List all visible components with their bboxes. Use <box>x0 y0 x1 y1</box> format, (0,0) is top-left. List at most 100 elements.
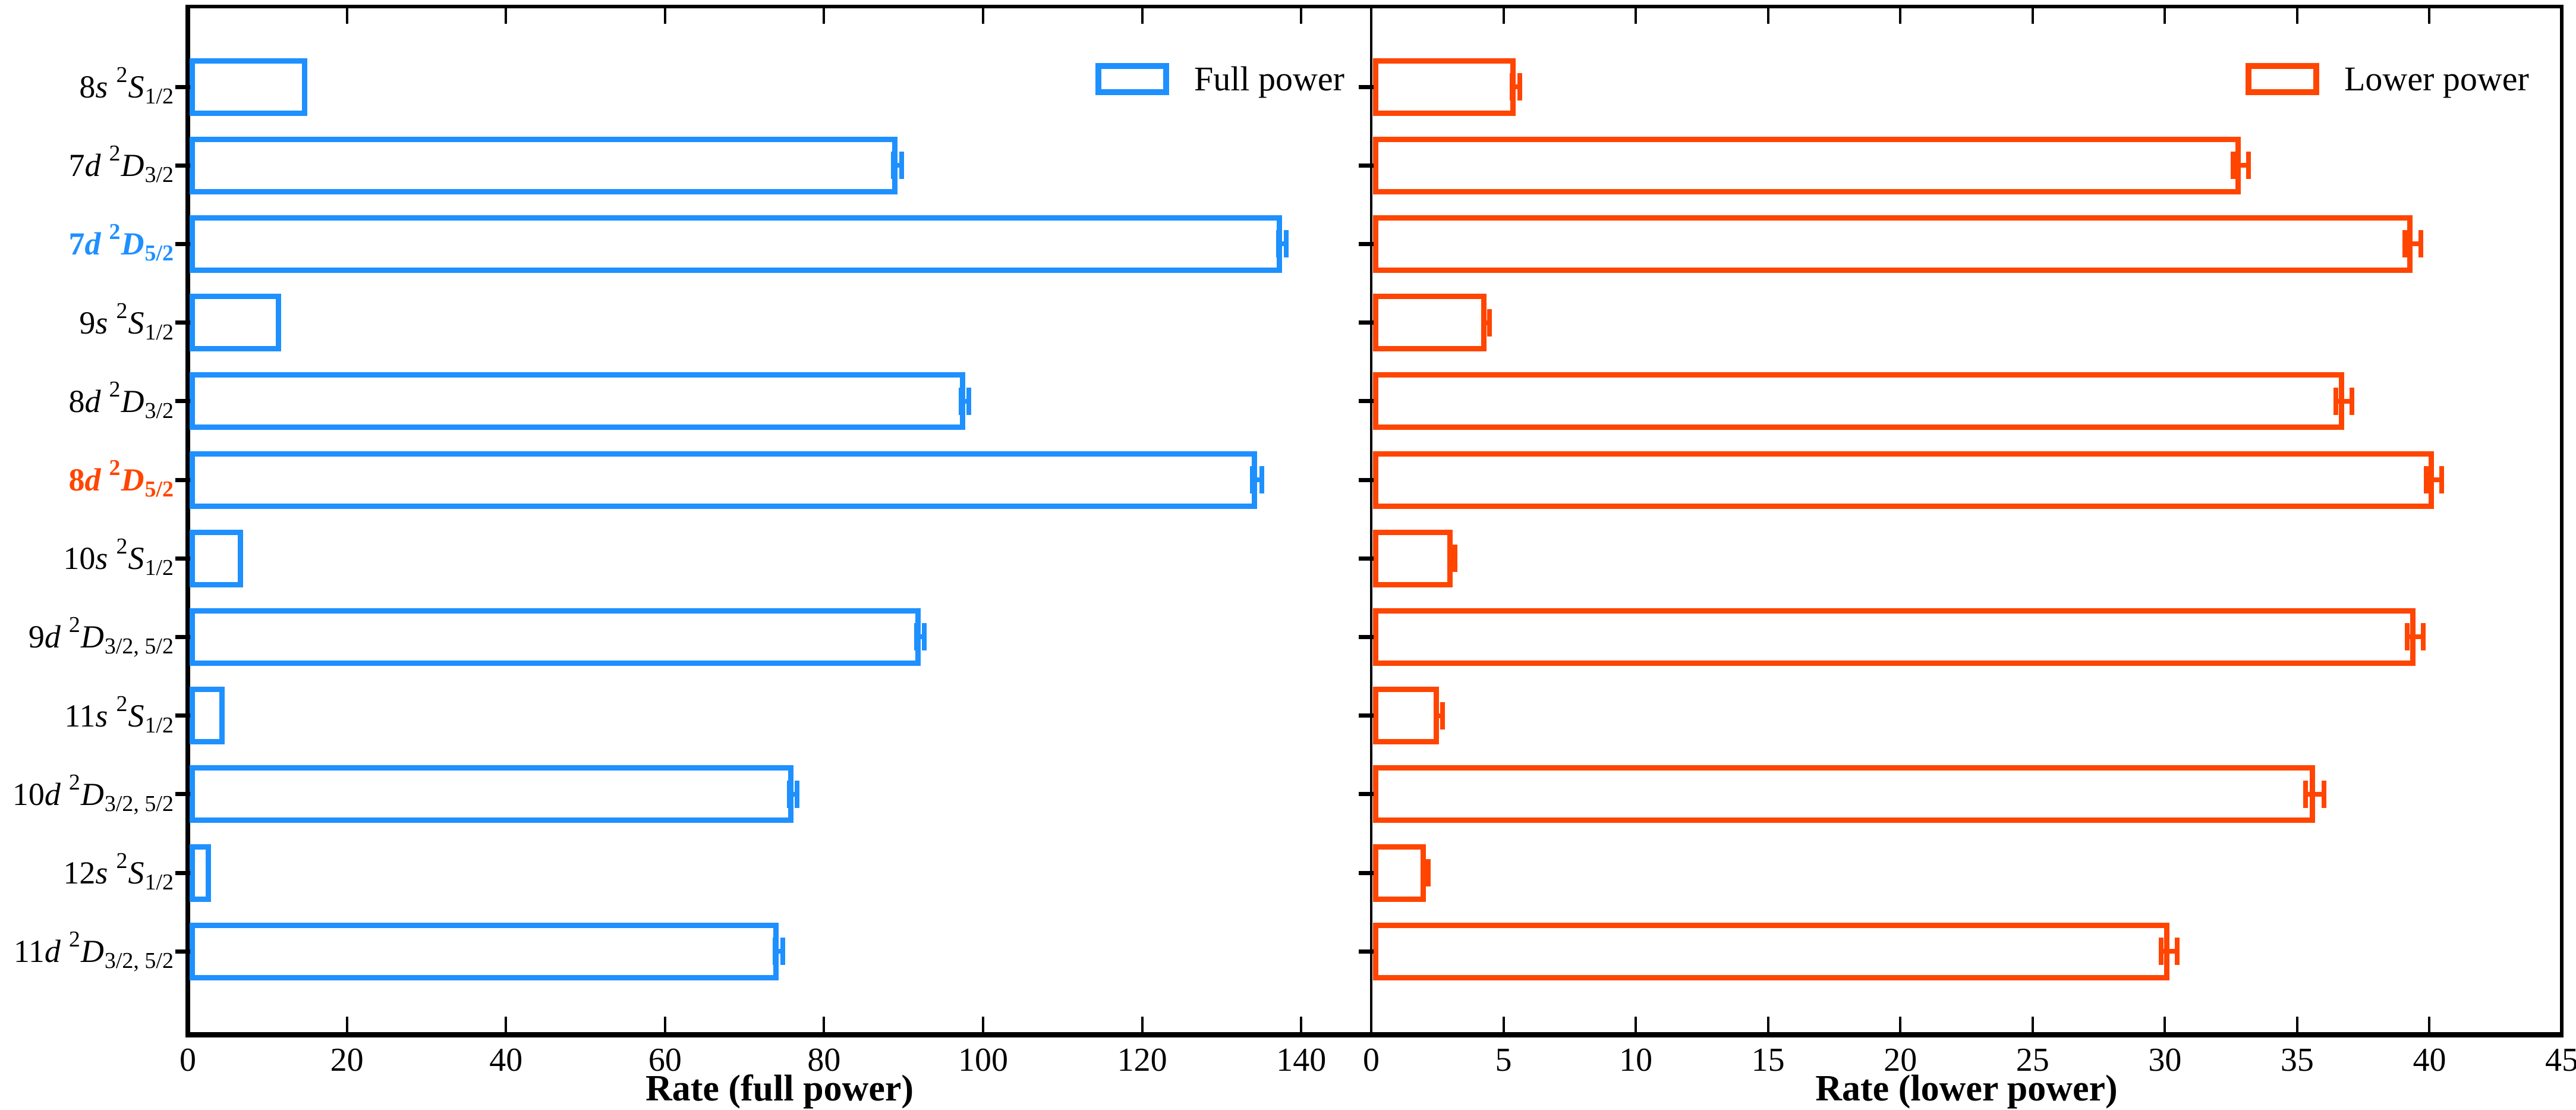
y-tick-label-9sS: 9 s 2 S 1/2 <box>79 298 174 345</box>
bar-full-11d2D3/2,5/2 <box>190 922 779 980</box>
x-tick-label-20: 20 <box>1884 1042 1917 1078</box>
y-tick <box>175 477 190 482</box>
x-tick-label-20: 20 <box>330 1042 364 1078</box>
y-tick <box>175 163 190 168</box>
error-bar-cap <box>1284 230 1289 258</box>
bottom-spine <box>185 1032 2564 1037</box>
error-bar-cap <box>922 623 927 651</box>
bar-full-8s2S1/2 <box>190 58 308 116</box>
x-tick-bottom <box>2031 1017 2034 1032</box>
x-tick-bottom <box>1141 1017 1144 1032</box>
x-tick-top <box>2428 8 2431 24</box>
y-tick-label-10sS: 10 s 2 S 1/2 <box>63 534 174 581</box>
x-tick-top <box>823 8 826 24</box>
x-tick-top <box>1141 8 1144 24</box>
x-tick-bottom <box>2295 1017 2298 1032</box>
y-tick <box>1359 634 1374 639</box>
y-tick <box>1359 163 1374 168</box>
error-bar-line <box>1278 241 1287 247</box>
error-bar-cap <box>1276 230 1281 258</box>
error-bar-cap <box>2230 152 2235 180</box>
y-tick-label-8dD: 8 d 2 D 5/2 <box>68 455 174 502</box>
error-bar-cap <box>2349 387 2354 415</box>
error-bar-line <box>789 791 798 797</box>
x-tick-top <box>1502 8 1505 24</box>
error-bar-cap <box>914 623 919 651</box>
x-tick-label-5: 5 <box>1495 1042 1512 1078</box>
error-bar-line <box>1435 713 1443 718</box>
error-bar-cap <box>2402 230 2407 258</box>
bar-full-10d2D3/2,5/2 <box>190 765 793 823</box>
error-bar-cap <box>2421 623 2426 651</box>
bar-full-12s2S1/2 <box>190 844 212 902</box>
error-bar-cap <box>1249 466 1255 493</box>
x-tick-label-45: 45 <box>2545 1042 2576 1078</box>
y-tick <box>1359 241 1374 246</box>
y-tick <box>1359 949 1374 954</box>
x-tick-bottom <box>2428 1017 2431 1032</box>
error-bar-cap <box>1440 702 1445 729</box>
x-tick-top <box>345 8 348 24</box>
error-bar-cap <box>1447 545 1453 573</box>
y-tick-label-11sS: 11 s 2 S 1/2 <box>64 691 174 738</box>
error-bar-line <box>1252 477 1262 482</box>
error-bar-cap <box>1509 73 1514 100</box>
full-power-swatch-icon <box>1095 63 1169 95</box>
legend-full-power-label: Full power <box>1194 59 1344 98</box>
legend-full-power: Full power <box>1095 59 1344 99</box>
x-tick-bottom <box>2561 1017 2563 1032</box>
error-bar-line <box>1423 870 1429 875</box>
error-bar-cap <box>1426 859 1431 886</box>
top-spine <box>185 5 2564 8</box>
y-tick <box>175 320 190 325</box>
x-tick-top <box>1766 8 1769 24</box>
error-bar-cap <box>958 387 963 415</box>
x-tick-top <box>505 8 508 24</box>
error-bar-cap <box>2418 230 2423 258</box>
y-tick <box>175 241 190 246</box>
legend-lower-power-label: Lower power <box>2344 59 2529 98</box>
x-tick-bottom <box>1899 1017 1902 1032</box>
error-bar-cap <box>966 387 972 415</box>
y-tick-label-8sS: 8 s 2 S 1/2 <box>79 62 174 109</box>
x-tick-label-60: 60 <box>648 1042 682 1078</box>
bar-lower-10d2D3/2,5/2 <box>1373 765 2315 823</box>
x-tick-top <box>1899 8 1902 24</box>
x-tick-top <box>2295 8 2298 24</box>
x-axis-title-right: Rate (lower power) <box>1815 1068 2118 1109</box>
bar-lower-12s2S1/2 <box>1373 844 1426 902</box>
x-tick-label-120: 120 <box>1117 1042 1167 1078</box>
x-tick-bottom <box>1370 1017 1372 1032</box>
bar-lower-10s2S1/2 <box>1373 529 1453 587</box>
panel-divider <box>1370 5 1372 1037</box>
y-tick <box>1359 556 1374 561</box>
x-tick-top <box>2164 8 2166 24</box>
y-tick <box>175 556 190 561</box>
bar-lower-8s2S1/2 <box>1373 58 1516 116</box>
error-bar-cap <box>2423 466 2429 493</box>
x-tick-label-0: 0 <box>179 1042 196 1078</box>
bar-full-9s2S1/2 <box>190 294 281 352</box>
x-tick-label-0: 0 <box>1363 1042 1380 1078</box>
error-bar-line <box>893 163 902 168</box>
y-tick <box>1359 713 1374 718</box>
error-bar-cap <box>2405 623 2410 651</box>
x-tick-top <box>982 8 985 24</box>
error-bar-line <box>2404 241 2421 247</box>
y-tick-label-11dD: 11 d 2 D 3/2, 5/2 <box>13 927 174 974</box>
x-tick-label-25: 25 <box>2016 1042 2049 1078</box>
x-tick-bottom <box>345 1017 348 1032</box>
error-bar-cap <box>1452 545 1457 573</box>
error-bar-cap <box>2333 387 2339 415</box>
y-tick <box>1359 870 1374 875</box>
error-bar-line <box>2306 791 2325 797</box>
x-tick-top <box>663 8 666 24</box>
bar-full-7d2D5/2 <box>190 215 1283 273</box>
x-tick-top <box>1300 8 1303 24</box>
error-bar-cap <box>2303 780 2309 808</box>
error-bar-cap <box>2175 938 2180 966</box>
x-axis-title-left: Rate (full power) <box>645 1068 914 1109</box>
x-tick-label-140: 140 <box>1276 1042 1327 1078</box>
error-bar-cap <box>2439 466 2445 493</box>
bar-full-8d2D5/2 <box>190 451 1257 509</box>
